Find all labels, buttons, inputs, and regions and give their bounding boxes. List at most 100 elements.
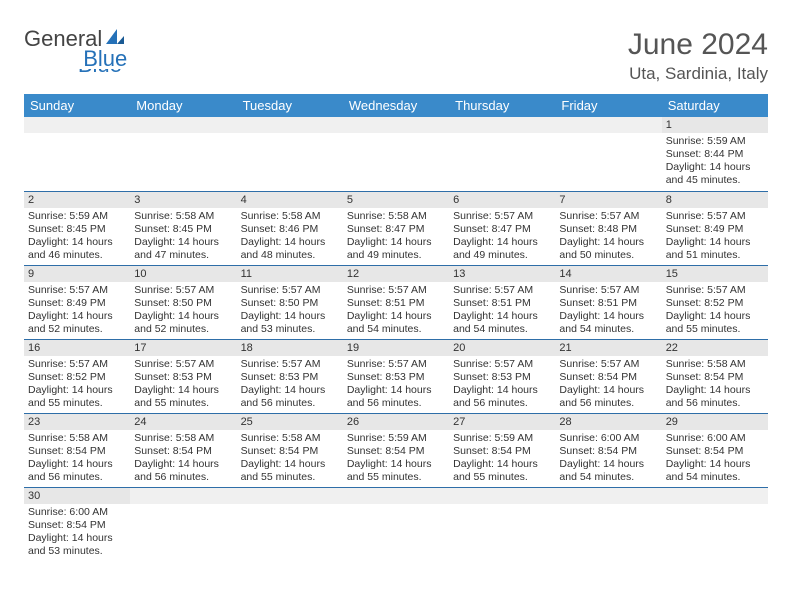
daylight-text: Daylight: 14 hours and 54 minutes. <box>559 310 657 336</box>
daylight-text: Daylight: 14 hours and 54 minutes. <box>453 310 551 336</box>
daylight-text: Daylight: 14 hours and 49 minutes. <box>347 236 445 262</box>
day-details: Sunrise: 5:58 AMSunset: 8:47 PMDaylight:… <box>343 208 449 264</box>
day-number <box>237 117 343 133</box>
sunset-text: Sunset: 8:51 PM <box>559 297 657 310</box>
sunset-text: Sunset: 8:46 PM <box>241 223 339 236</box>
sunset-text: Sunset: 8:49 PM <box>666 223 764 236</box>
daylight-text: Daylight: 14 hours and 48 minutes. <box>241 236 339 262</box>
day-number <box>555 117 661 133</box>
sunrise-text: Sunrise: 5:57 AM <box>453 284 551 297</box>
calendar-body: 1Sunrise: 5:59 AMSunset: 8:44 PMDaylight… <box>24 117 768 561</box>
day-header: Thursday <box>449 94 555 117</box>
day-details: Sunrise: 5:57 AMSunset: 8:49 PMDaylight:… <box>24 282 130 338</box>
sunset-text: Sunset: 8:44 PM <box>666 148 764 161</box>
sunset-text: Sunset: 8:50 PM <box>241 297 339 310</box>
daylight-text: Daylight: 14 hours and 55 minutes. <box>134 384 232 410</box>
calendar-cell: 6Sunrise: 5:57 AMSunset: 8:47 PMDaylight… <box>449 191 555 265</box>
day-number <box>130 488 236 504</box>
calendar-cell: 7Sunrise: 5:57 AMSunset: 8:48 PMDaylight… <box>555 191 661 265</box>
sunrise-text: Sunrise: 5:57 AM <box>347 358 445 371</box>
daylight-text: Daylight: 14 hours and 55 minutes. <box>347 458 445 484</box>
day-number: 17 <box>130 340 236 356</box>
calendar-cell: 19Sunrise: 5:57 AMSunset: 8:53 PMDayligh… <box>343 339 449 413</box>
sunrise-text: Sunrise: 5:58 AM <box>28 432 126 445</box>
sunrise-text: Sunrise: 6:00 AM <box>666 432 764 445</box>
daylight-text: Daylight: 14 hours and 56 minutes. <box>28 458 126 484</box>
sunrise-text: Sunrise: 5:58 AM <box>241 432 339 445</box>
sunrise-text: Sunrise: 5:57 AM <box>134 358 232 371</box>
sunrise-text: Sunrise: 5:59 AM <box>666 135 764 148</box>
day-details: Sunrise: 5:57 AMSunset: 8:50 PMDaylight:… <box>130 282 236 338</box>
sunrise-text: Sunrise: 5:57 AM <box>347 284 445 297</box>
day-details: Sunrise: 5:58 AMSunset: 8:54 PMDaylight:… <box>237 430 343 486</box>
calendar-cell <box>343 487 449 561</box>
sunset-text: Sunset: 8:54 PM <box>559 371 657 384</box>
day-number: 30 <box>24 488 130 504</box>
daylight-text: Daylight: 14 hours and 50 minutes. <box>559 236 657 262</box>
sunrise-text: Sunrise: 5:57 AM <box>28 284 126 297</box>
calendar-cell <box>555 487 661 561</box>
day-number <box>662 488 768 504</box>
sunset-text: Sunset: 8:45 PM <box>134 223 232 236</box>
calendar-head: SundayMondayTuesdayWednesdayThursdayFrid… <box>24 94 768 117</box>
calendar-row: 2Sunrise: 5:59 AMSunset: 8:45 PMDaylight… <box>24 191 768 265</box>
daylight-text: Daylight: 14 hours and 56 minutes. <box>241 384 339 410</box>
month-title: June 2024 <box>628 28 768 62</box>
sunset-text: Sunset: 8:47 PM <box>347 223 445 236</box>
sunrise-text: Sunrise: 5:57 AM <box>666 210 764 223</box>
calendar-cell: 2Sunrise: 5:59 AMSunset: 8:45 PMDaylight… <box>24 191 130 265</box>
daylight-text: Daylight: 14 hours and 55 minutes. <box>453 458 551 484</box>
day-number: 23 <box>24 414 130 430</box>
day-number: 2 <box>24 192 130 208</box>
calendar-cell: 10Sunrise: 5:57 AMSunset: 8:50 PMDayligh… <box>130 265 236 339</box>
daylight-text: Daylight: 14 hours and 53 minutes. <box>28 532 126 558</box>
day-number: 7 <box>555 192 661 208</box>
day-header: Monday <box>130 94 236 117</box>
sunrise-text: Sunrise: 5:59 AM <box>347 432 445 445</box>
sunrise-text: Sunrise: 5:57 AM <box>28 358 126 371</box>
day-details: Sunrise: 5:57 AMSunset: 8:48 PMDaylight:… <box>555 208 661 264</box>
sunrise-text: Sunrise: 5:57 AM <box>666 284 764 297</box>
day-number: 27 <box>449 414 555 430</box>
calendar-cell: 24Sunrise: 5:58 AMSunset: 8:54 PMDayligh… <box>130 413 236 487</box>
sunset-text: Sunset: 8:54 PM <box>666 445 764 458</box>
sunset-text: Sunset: 8:54 PM <box>28 519 126 532</box>
calendar-cell: 8Sunrise: 5:57 AMSunset: 8:49 PMDaylight… <box>662 191 768 265</box>
calendar-cell <box>130 117 236 191</box>
day-details: Sunrise: 5:58 AMSunset: 8:54 PMDaylight:… <box>662 356 768 412</box>
day-details: Sunrise: 5:57 AMSunset: 8:52 PMDaylight:… <box>24 356 130 412</box>
calendar-row: 9Sunrise: 5:57 AMSunset: 8:49 PMDaylight… <box>24 265 768 339</box>
sunset-text: Sunset: 8:50 PM <box>134 297 232 310</box>
calendar-cell: 14Sunrise: 5:57 AMSunset: 8:51 PMDayligh… <box>555 265 661 339</box>
calendar-cell <box>237 487 343 561</box>
sunset-text: Sunset: 8:54 PM <box>666 371 764 384</box>
sunset-text: Sunset: 8:51 PM <box>347 297 445 310</box>
daylight-text: Daylight: 14 hours and 56 minutes. <box>347 384 445 410</box>
day-details: Sunrise: 5:59 AMSunset: 8:45 PMDaylight:… <box>24 208 130 264</box>
day-header: Wednesday <box>343 94 449 117</box>
calendar-cell: 27Sunrise: 5:59 AMSunset: 8:54 PMDayligh… <box>449 413 555 487</box>
day-number: 13 <box>449 266 555 282</box>
daylight-text: Daylight: 14 hours and 55 minutes. <box>28 384 126 410</box>
day-details: Sunrise: 6:00 AMSunset: 8:54 PMDaylight:… <box>24 504 130 560</box>
day-number: 12 <box>343 266 449 282</box>
day-header: Friday <box>555 94 661 117</box>
day-number <box>343 117 449 133</box>
calendar-cell: 28Sunrise: 6:00 AMSunset: 8:54 PMDayligh… <box>555 413 661 487</box>
sunrise-text: Sunrise: 5:57 AM <box>559 284 657 297</box>
day-number: 5 <box>343 192 449 208</box>
day-details: Sunrise: 5:59 AMSunset: 8:54 PMDaylight:… <box>449 430 555 486</box>
day-details: Sunrise: 5:57 AMSunset: 8:53 PMDaylight:… <box>343 356 449 412</box>
day-details: Sunrise: 5:57 AMSunset: 8:53 PMDaylight:… <box>237 356 343 412</box>
day-number: 21 <box>555 340 661 356</box>
daylight-text: Daylight: 14 hours and 54 minutes. <box>559 458 657 484</box>
sunrise-text: Sunrise: 5:58 AM <box>347 210 445 223</box>
day-number: 26 <box>343 414 449 430</box>
daylight-text: Daylight: 14 hours and 55 minutes. <box>241 458 339 484</box>
sunset-text: Sunset: 8:53 PM <box>134 371 232 384</box>
calendar-cell: 4Sunrise: 5:58 AMSunset: 8:46 PMDaylight… <box>237 191 343 265</box>
sunset-text: Sunset: 8:54 PM <box>28 445 126 458</box>
calendar-row: 1Sunrise: 5:59 AMSunset: 8:44 PMDaylight… <box>24 117 768 191</box>
daylight-text: Daylight: 14 hours and 54 minutes. <box>347 310 445 336</box>
sunrise-text: Sunrise: 5:59 AM <box>28 210 126 223</box>
